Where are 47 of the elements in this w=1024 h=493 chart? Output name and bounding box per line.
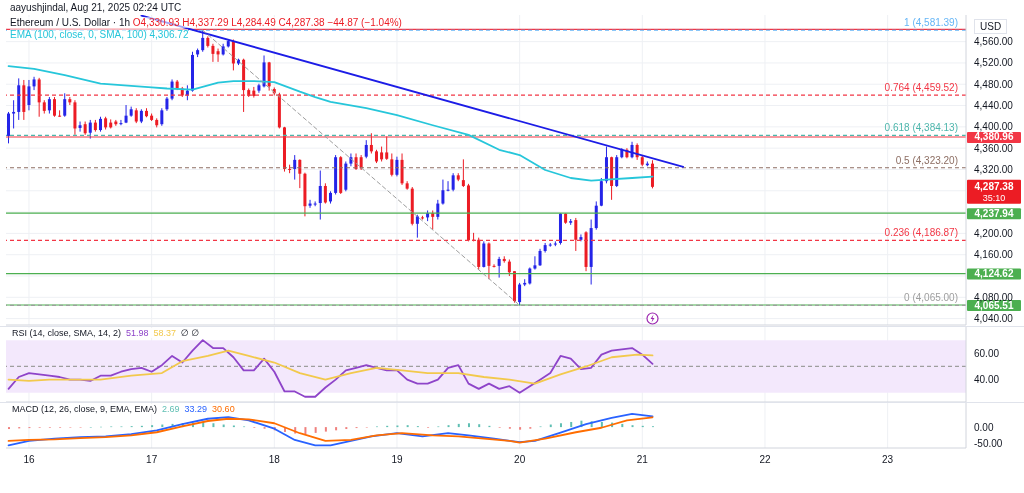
- text: EMA (100, close, 0, SMA, 100): [10, 29, 147, 40]
- y-tick-label: 4,480.00: [974, 78, 1014, 90]
- y-tick-label: 0.00: [974, 421, 994, 433]
- ref-line-label: 0.618 (4,384.13): [884, 122, 958, 134]
- y-tick-label: 4,320.00: [974, 164, 1014, 176]
- x-tick-label: 19: [391, 454, 403, 466]
- annotation: 4,306.72: [149, 29, 189, 40]
- x-tick-label: 17: [146, 454, 158, 466]
- annotation: 33.29: [184, 404, 208, 414]
- x-tick-label: 23: [882, 454, 894, 466]
- y-tick-label: 40.00: [974, 374, 1000, 386]
- y-tick-label: 4,520.00: [974, 57, 1014, 69]
- annotation: 2.69: [162, 404, 180, 414]
- annotation: 58.37: [153, 328, 177, 338]
- annotation: ∅ ∅: [181, 328, 200, 338]
- y-tick-label: 4,400.00: [974, 121, 1014, 133]
- chart-title: Ethereum / U.S. Dollar · 1h: [10, 17, 131, 28]
- x-tick-label: 22: [759, 454, 771, 466]
- x-tick-label: 16: [23, 454, 35, 466]
- text: 4,287.38: [974, 180, 1014, 192]
- text: aayushjindal, Aug 21, 2025 02:24 UTC: [10, 2, 182, 13]
- y-tick-label: 4,040.00: [974, 313, 1014, 325]
- y-tick-label: 60.00: [974, 347, 1000, 359]
- y-tick-label: -50.00: [974, 437, 1003, 449]
- annotation: 51.98: [126, 328, 149, 338]
- x-tick-label: 20: [514, 454, 526, 466]
- y-tick-label: 4,200.00: [974, 227, 1014, 239]
- y-tick-label: 4,560.00: [974, 36, 1014, 48]
- annotation: O4,330.93 H4,337.29 L4,284.49 C4,287.38 −44.87 (−1.04%): [132, 17, 402, 28]
- text: 35:10: [982, 192, 1006, 203]
- y-tick-label: 4,360.00: [974, 142, 1014, 154]
- annotation: 30.60: [212, 404, 235, 414]
- ref-line-label: 4,124.62: [974, 268, 1014, 280]
- y-tick-label: 4,440.00: [974, 100, 1014, 112]
- x-tick-label: 21: [636, 454, 649, 466]
- ref-line-label: 4,237.94: [974, 207, 1014, 219]
- text: USD: [974, 19, 1008, 34]
- ref-line-label: 1 (4,581.39): [904, 17, 958, 29]
- ref-line-label: 0.764 (4,459.52): [884, 82, 958, 94]
- ref-line-label: 0.5 (4,323.20): [895, 154, 958, 166]
- ref-line-label: 0.236 (4,186.87): [884, 227, 958, 239]
- chart-title: MACD (12, 26, close, 9, EMA, EMA): [12, 404, 158, 414]
- ref-line-label: 4,380.96: [974, 131, 1014, 143]
- y-tick-label: 4,160.00: [974, 249, 1014, 261]
- x-tick-label: 18: [268, 454, 281, 466]
- chart-title: RSI (14, close, SMA, 14, 2): [12, 328, 122, 338]
- ref-line-label: 0 (4,065.00): [904, 292, 958, 304]
